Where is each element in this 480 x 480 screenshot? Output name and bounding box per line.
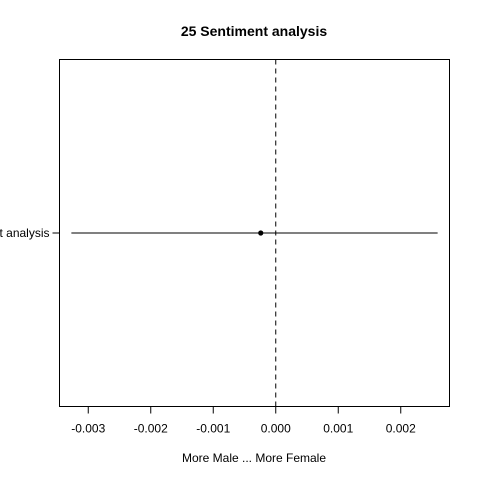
chart-title: 25 Sentiment analysis	[181, 23, 328, 39]
plot-area	[71, 59, 438, 407]
y-axis: 25 Sentiment analysis	[0, 226, 60, 240]
x-tick-label: -0.003	[71, 422, 105, 436]
x-tick-label: -0.002	[134, 422, 168, 436]
x-axis-label: More Male ... More Female	[182, 451, 326, 465]
x-tick-label: 0.000	[261, 422, 291, 436]
x-tick-label: 0.002	[386, 422, 416, 436]
y-tick-label: 25 Sentiment analysis	[0, 226, 50, 240]
point-estimate	[258, 230, 264, 236]
x-tick-label: -0.001	[196, 422, 230, 436]
x-axis: -0.003 -0.002 -0.001 0.000 0.001 0.002	[71, 406, 416, 436]
x-tick-label: 0.001	[323, 422, 353, 436]
